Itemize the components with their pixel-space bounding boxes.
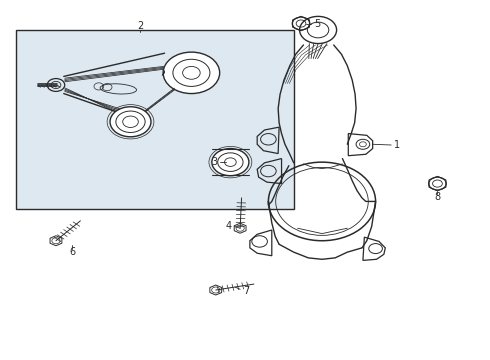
Text: 8: 8 — [435, 192, 441, 202]
Circle shape — [110, 107, 151, 137]
Circle shape — [212, 149, 249, 176]
Text: 2: 2 — [137, 21, 144, 31]
Bar — [16, 30, 294, 208]
Text: 3: 3 — [212, 157, 218, 167]
Circle shape — [299, 17, 337, 44]
Text: 1: 1 — [394, 140, 400, 150]
Text: 7: 7 — [243, 287, 249, 296]
Circle shape — [163, 52, 220, 94]
Text: 6: 6 — [69, 247, 75, 257]
Text: 4: 4 — [225, 221, 231, 231]
Text: 5: 5 — [314, 18, 320, 28]
